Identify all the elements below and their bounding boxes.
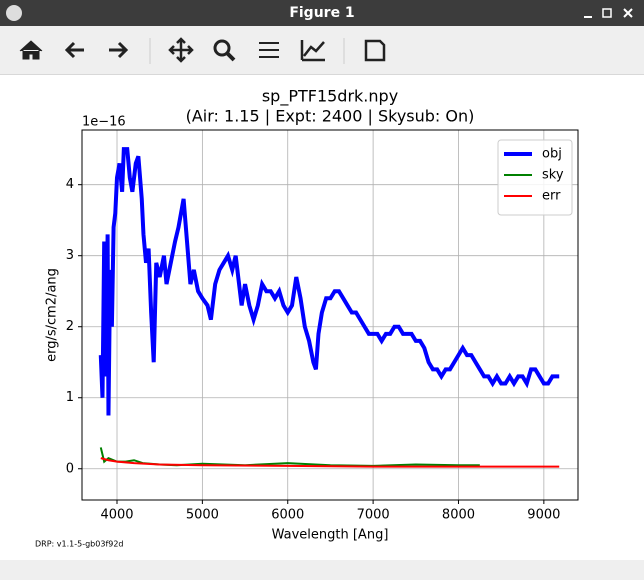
y-tick-label: 0: [66, 461, 74, 476]
x-tick-label: 8000: [442, 508, 475, 523]
title-bar: Figure 1: [0, 0, 644, 26]
y-tick-label: 1: [66, 390, 74, 405]
x-tick-label: 4000: [100, 508, 133, 523]
x-tick-label: 5000: [186, 508, 219, 523]
y-axis-label: erg/s/cm2/ang: [45, 268, 60, 362]
window-title: Figure 1: [289, 5, 355, 21]
x-axis-label: Wavelength [Ang]: [272, 528, 389, 543]
configure-button[interactable]: [259, 42, 279, 58]
zoom-button[interactable]: [213, 39, 231, 57]
y-tick-label: 3: [66, 248, 74, 263]
legend-label: err: [542, 189, 561, 204]
axes-frame: [81, 129, 579, 501]
x-tick-label: 9000: [527, 508, 560, 523]
maximize[interactable]: [602, 8, 612, 18]
back-button[interactable]: [64, 41, 84, 59]
home-button[interactable]: [19, 40, 43, 60]
app-icon: [6, 5, 22, 21]
data-line: [98, 147, 560, 416]
legend-label: sky: [542, 168, 564, 183]
chart-title: sp_PTF15drk.npy: [262, 87, 398, 107]
window-controls: [6, 5, 633, 21]
footnote: DRP: v1.1-5-gb03f92d: [35, 540, 124, 549]
x-tick-label: 7000: [357, 508, 390, 523]
y-offset-label: 1e−16: [82, 115, 126, 130]
status-bar: [0, 560, 644, 580]
save-button[interactable]: [364, 39, 386, 62]
data-line: [100, 457, 560, 468]
y-tick-label: 2: [66, 319, 74, 334]
close[interactable]: [623, 8, 633, 18]
zoom-handle: [225, 51, 236, 62]
figure: sp_PTF15drk.npy(Air: 1.15 | Expt: 2400 |…: [35, 87, 579, 549]
chart-subtitle: (Air: 1.15 | Expt: 2400 | Skysub: On): [186, 107, 475, 126]
legend-label: obj: [542, 147, 562, 162]
toolbar: [0, 26, 644, 75]
x-tick-label: 6000: [271, 508, 304, 523]
pan-button[interactable]: [168, 37, 194, 63]
toolbar-icons: [19, 37, 386, 64]
y-tick-label: 4: [66, 177, 74, 192]
forward-button[interactable]: [109, 41, 129, 59]
edit-axes-button[interactable]: [300, 40, 325, 62]
data-line: [99, 447, 480, 467]
